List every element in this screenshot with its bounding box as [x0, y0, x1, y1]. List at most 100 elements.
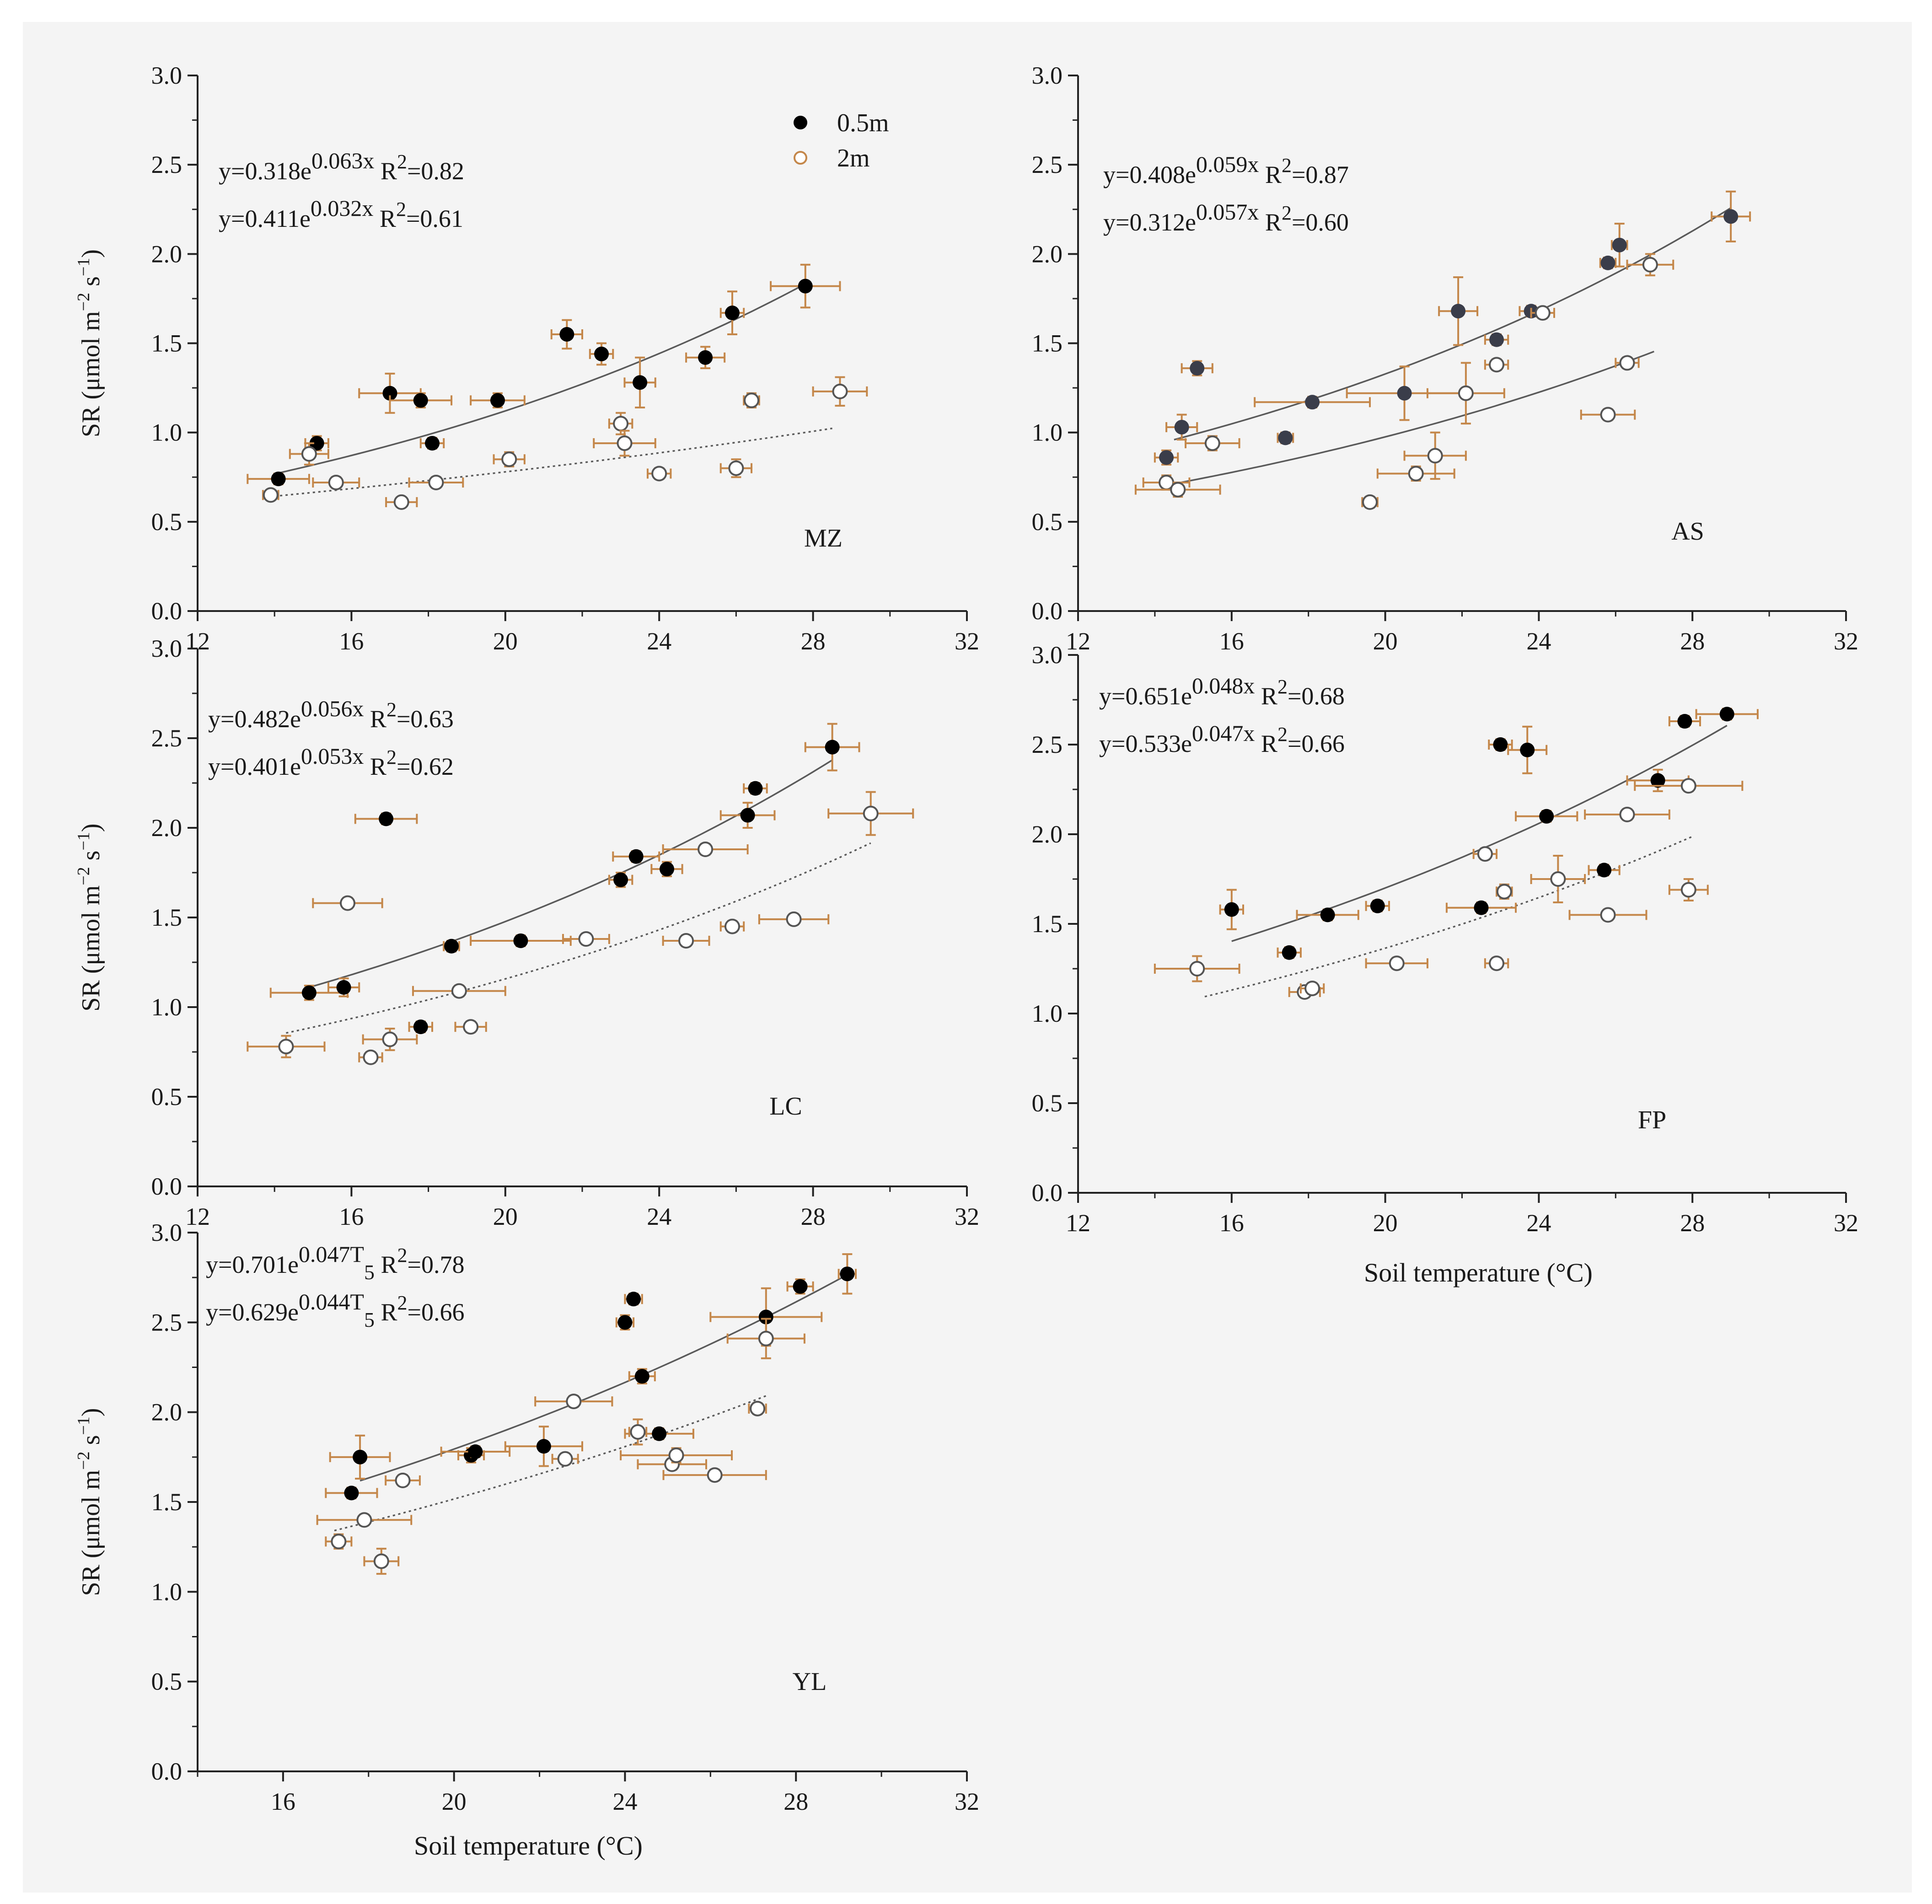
as-marker-open — [1642, 257, 1658, 273]
yl-marker-open — [630, 1424, 646, 1440]
as-equation-2: y=0.312e0.057x R2=0.60 — [1103, 199, 1349, 236]
lc-point-05m — [612, 849, 660, 864]
yl-point-2m — [385, 1472, 421, 1488]
yl-marker-open — [758, 1330, 774, 1346]
as-marker-filled — [1489, 332, 1504, 347]
yl-marker-open — [373, 1553, 389, 1569]
yl-y-axis-title: SR (μmol m−2 s−1) — [74, 1408, 105, 1596]
as-point-2m — [1580, 407, 1636, 423]
mz-marker-filled — [413, 393, 428, 408]
lc-x-tick-label: 32 — [955, 1203, 979, 1230]
lc-marker-open — [463, 1019, 479, 1035]
lc-marker-filled — [444, 939, 459, 954]
as-marker-filled — [1278, 430, 1293, 445]
fp-x-axis-title: Soil temperature (°C) — [1364, 1258, 1593, 1287]
as-point-2m — [1134, 481, 1221, 498]
as-point-05m — [1711, 190, 1751, 243]
legend-label: 0.5m — [837, 109, 889, 137]
as-x-tick-label: 28 — [1680, 628, 1705, 655]
lc-point-05m — [408, 1019, 434, 1035]
lc-marker-open — [678, 933, 694, 949]
yl-point-2m — [662, 1467, 767, 1483]
yl-marker-open — [557, 1451, 573, 1467]
fp-point-05m — [1277, 945, 1302, 960]
panel-yl: 0.0 0.5 1.0 1.5 2.0 2.5 3.0 16 20 24 28 32 SR (μmol … — [74, 1219, 979, 1861]
fp-x-tick-label: 24 — [1526, 1209, 1551, 1237]
mz-y-axis-title: SR (μmol m−2 s−1) — [74, 249, 105, 437]
mz-marker-filled — [724, 306, 740, 321]
lc-marker-open — [451, 983, 467, 999]
yl-point-05m — [329, 1434, 391, 1480]
lc-point-2m — [312, 895, 383, 911]
as-point-2m — [1426, 362, 1505, 425]
panel-fp: 0.0 0.5 1.0 1.5 2.0 2.5 3.0 12 16 20 24 28 32 y=0.651… — [1032, 641, 1859, 1287]
lc-point-2m — [362, 1028, 418, 1051]
lc-y-tick-label: 3.0 — [151, 635, 182, 662]
as-marker-open — [1535, 305, 1551, 321]
mz-marker-open — [832, 383, 848, 399]
lc-y-tick-label: 1.5 — [151, 904, 182, 931]
as-marker-open — [1204, 435, 1220, 451]
legend-label: 2m — [837, 144, 870, 172]
mz-point-2m — [646, 466, 672, 482]
mz-point-05m — [719, 290, 745, 335]
mz-marker-open — [328, 474, 344, 490]
mz-marker-open — [617, 435, 633, 451]
mz-fit-05m — [278, 283, 806, 474]
mz-point-2m — [385, 494, 418, 510]
fp-marker-filled — [1719, 707, 1734, 722]
fp-marker-filled — [1474, 900, 1489, 915]
yl-equation-2: y=0.629e0.044T5 R2=0.66 — [206, 1289, 464, 1331]
mz-point-2m — [812, 376, 868, 407]
as-x-tick-label: 32 — [1834, 628, 1858, 655]
lc-point-2m — [719, 918, 745, 934]
yl-point-05m — [628, 1368, 656, 1384]
mz-x-tick-label: 20 — [493, 628, 518, 655]
lc-marker-filled — [825, 740, 840, 755]
as-y-tick-label: 1.5 — [1032, 330, 1063, 357]
as-point-2m — [1615, 355, 1640, 371]
lc-marker-filled — [379, 811, 394, 826]
lc-marker-filled — [748, 781, 763, 796]
mz-point-2m — [289, 442, 329, 466]
mz-marker-filled — [698, 350, 713, 365]
fp-marker-open — [1680, 882, 1696, 898]
yl-marker-open — [356, 1512, 372, 1528]
yl-marker-open — [707, 1467, 723, 1483]
as-point-05m — [1154, 449, 1179, 466]
yl-marker-filled — [793, 1279, 808, 1294]
as-y-tick-label: 2.0 — [1032, 240, 1063, 268]
mz-point-2m — [719, 458, 753, 478]
as-point-2m — [1484, 357, 1509, 373]
as-y-tick-label: 3.0 — [1032, 62, 1063, 89]
yl-marker-filled — [353, 1449, 368, 1464]
as-y-tick-label: 0.0 — [1032, 597, 1063, 625]
lc-point-2m — [662, 933, 710, 949]
fp-point-2m — [1568, 907, 1648, 923]
mz-marker-filled — [633, 375, 648, 390]
mz-point-2m — [408, 474, 464, 490]
fp-y-tick-label: 0.5 — [1032, 1089, 1063, 1117]
fp-x-tick-label: 16 — [1219, 1209, 1244, 1237]
yl-point-05m — [504, 1426, 583, 1467]
fp-marker-open — [1389, 955, 1405, 971]
lc-marker-filled — [740, 808, 755, 823]
fp-point-2m — [1496, 883, 1513, 900]
fp-point-05m — [1445, 900, 1517, 915]
yl-point-05m — [440, 1444, 511, 1459]
yl-marker-filled — [758, 1309, 773, 1325]
lc-y-tick-label: 0.0 — [151, 1173, 182, 1200]
mz-y-tick-label: 2.5 — [151, 151, 182, 178]
as-point-05m — [1438, 276, 1479, 346]
fp-marker-open — [1489, 955, 1505, 971]
fp-y-tick-label: 0.0 — [1032, 1179, 1063, 1207]
yl-point-2m — [363, 1548, 400, 1575]
mz-point-05m — [623, 356, 656, 409]
yl-y-tick-label: 0.5 — [151, 1668, 182, 1695]
lc-point-05m — [719, 802, 776, 829]
yl-point-05m — [325, 1486, 378, 1501]
as-point-05m — [1165, 413, 1198, 441]
fp-marker-filled — [1370, 898, 1385, 913]
fp-point-2m — [1472, 846, 1498, 862]
